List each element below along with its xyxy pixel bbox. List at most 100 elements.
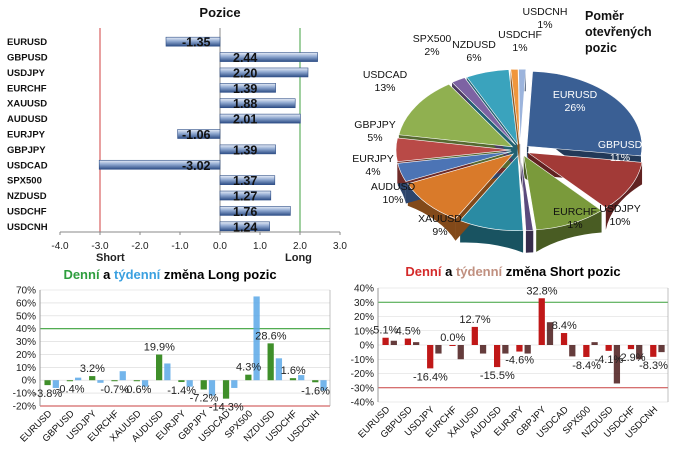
position-row-label: EURJPY (7, 130, 46, 141)
positions-x-ticks: -4.0 -3.0 -2.0 -1.0 0.0 1.0 2.0 3.0 (51, 232, 347, 252)
pie-slice (520, 155, 534, 232)
daily-bar (44, 380, 51, 386)
title-part: Denní (63, 267, 100, 282)
weekly-bar (164, 363, 171, 381)
position-value-label: 2.20 (233, 66, 257, 80)
position-value-label: 1.27 (233, 190, 257, 204)
x-tick-label: -3.0 (91, 241, 109, 252)
daily-value-label: -4.6% (505, 355, 534, 367)
pie-slice-name: XAUUSD (418, 213, 462, 225)
y-tick-label: -20% (13, 402, 36, 413)
position-row-label: EURCHF (7, 83, 47, 94)
position-row-label: AUDUSD (7, 114, 48, 125)
y-tick-label: 30% (16, 337, 36, 348)
daily-bar (538, 298, 545, 345)
y-tick-label: -40% (351, 398, 374, 409)
daily-value-label: -15.5% (480, 370, 515, 382)
daily-bar (449, 345, 456, 346)
pie-slice (407, 153, 515, 220)
y-tick-label: 30% (354, 298, 374, 309)
position-bar (219, 221, 270, 232)
weekly-bar (119, 371, 126, 381)
weekly-bar (636, 345, 643, 360)
pie-slice (526, 152, 643, 209)
daily-bar (222, 380, 230, 399)
position-row-label: USDCNH (7, 222, 48, 233)
long-label: Long (285, 252, 312, 264)
pie-slice-pct: 6% (466, 52, 481, 64)
weekly-bar (413, 342, 420, 345)
x-tick-label: -2.0 (131, 241, 149, 252)
y-tick-label: -10% (351, 355, 374, 366)
weekly-bar (546, 322, 554, 345)
weekly-bar (435, 345, 442, 354)
pie-slice-pct: 1% (567, 219, 582, 231)
x-tick-label: 2.0 (293, 241, 307, 252)
daily-bar (627, 345, 635, 350)
y-tick-label: 0% (360, 341, 375, 352)
daily-bar (156, 354, 163, 381)
short-change-title: Denní a týdenní změna Short pozic (405, 264, 620, 279)
daily-bar (427, 345, 434, 369)
weekly-bar (502, 345, 509, 354)
x-tick-label: -4.0 (51, 241, 69, 252)
daily-value-label: 8.4% (552, 320, 577, 332)
weekly-bar (569, 345, 576, 357)
pie-labels: EURUSD26%GBPUSD11%USDJPY10%EURCHF1%XAUUS… (352, 6, 642, 238)
y-tick-label: 10% (354, 326, 374, 337)
weekly-bar (298, 375, 305, 381)
daily-value-label: -8.4% (572, 360, 601, 372)
weekly-bar (479, 345, 487, 354)
pie-slice-name: USDJPY (599, 203, 640, 215)
pie-slice-name: EURCHF (553, 206, 597, 218)
weekly-bar (231, 380, 238, 388)
pie-slice-pct: 9% (432, 226, 447, 238)
position-row: USDCAD -3.02 (7, 159, 221, 173)
daily-bar (133, 380, 140, 382)
daily-value-label: -0.6% (123, 384, 152, 396)
weekly-bar (613, 345, 621, 384)
pie-slice-pct: 4% (365, 166, 380, 178)
position-row-label: GBPUSD (7, 53, 48, 64)
position-row-label: NZDUSD (7, 191, 47, 202)
y-tick-label: -30% (351, 383, 374, 394)
position-bar (98, 159, 221, 170)
y-tick-label: 20% (16, 350, 36, 361)
pie-slice-name: EURJPY (352, 153, 393, 165)
position-row-label: USDJPY (7, 68, 46, 79)
x-tick-label: 1.0 (253, 241, 267, 252)
position-bar (219, 83, 276, 93)
position-value-label: 1.39 (233, 143, 257, 157)
weekly-bar (75, 377, 82, 381)
daily-value-label: -4.1% (595, 354, 624, 366)
weekly-bar (52, 380, 59, 388)
daily-value-label: 19.9% (144, 342, 175, 354)
daily-value-label: 0.0% (440, 332, 465, 344)
y-tick-label: 40% (354, 284, 374, 295)
weekly-bar (320, 380, 327, 391)
y-tick-label: 50% (16, 311, 36, 322)
x-tick-label: -1.0 (171, 241, 189, 252)
daily-bar (267, 343, 274, 381)
position-bar (219, 206, 291, 216)
daily-bar (605, 345, 612, 351)
pie-slice-name: USDCNH (523, 6, 568, 18)
position-value-label: 1.37 (233, 174, 257, 188)
pie-title-line: pozic (585, 41, 617, 55)
position-bar (219, 67, 309, 78)
weekly-bar (186, 380, 193, 387)
pie-slice-name: GBPJPY (354, 119, 395, 131)
short-change-body: 40%30%20%10%0%-10%-20%-30%-40%EURUSD5.1%… (351, 284, 669, 441)
position-row: USDJPY 2.20 (7, 66, 309, 80)
daily-value-label: 5.1% (373, 325, 398, 337)
daily-bar (583, 345, 590, 357)
pie-slice-pct: 1% (537, 19, 552, 31)
position-row: EURCHF 1.39 (7, 82, 276, 96)
pie-slice-pct: 10% (609, 216, 630, 228)
title-part: a (441, 264, 455, 279)
